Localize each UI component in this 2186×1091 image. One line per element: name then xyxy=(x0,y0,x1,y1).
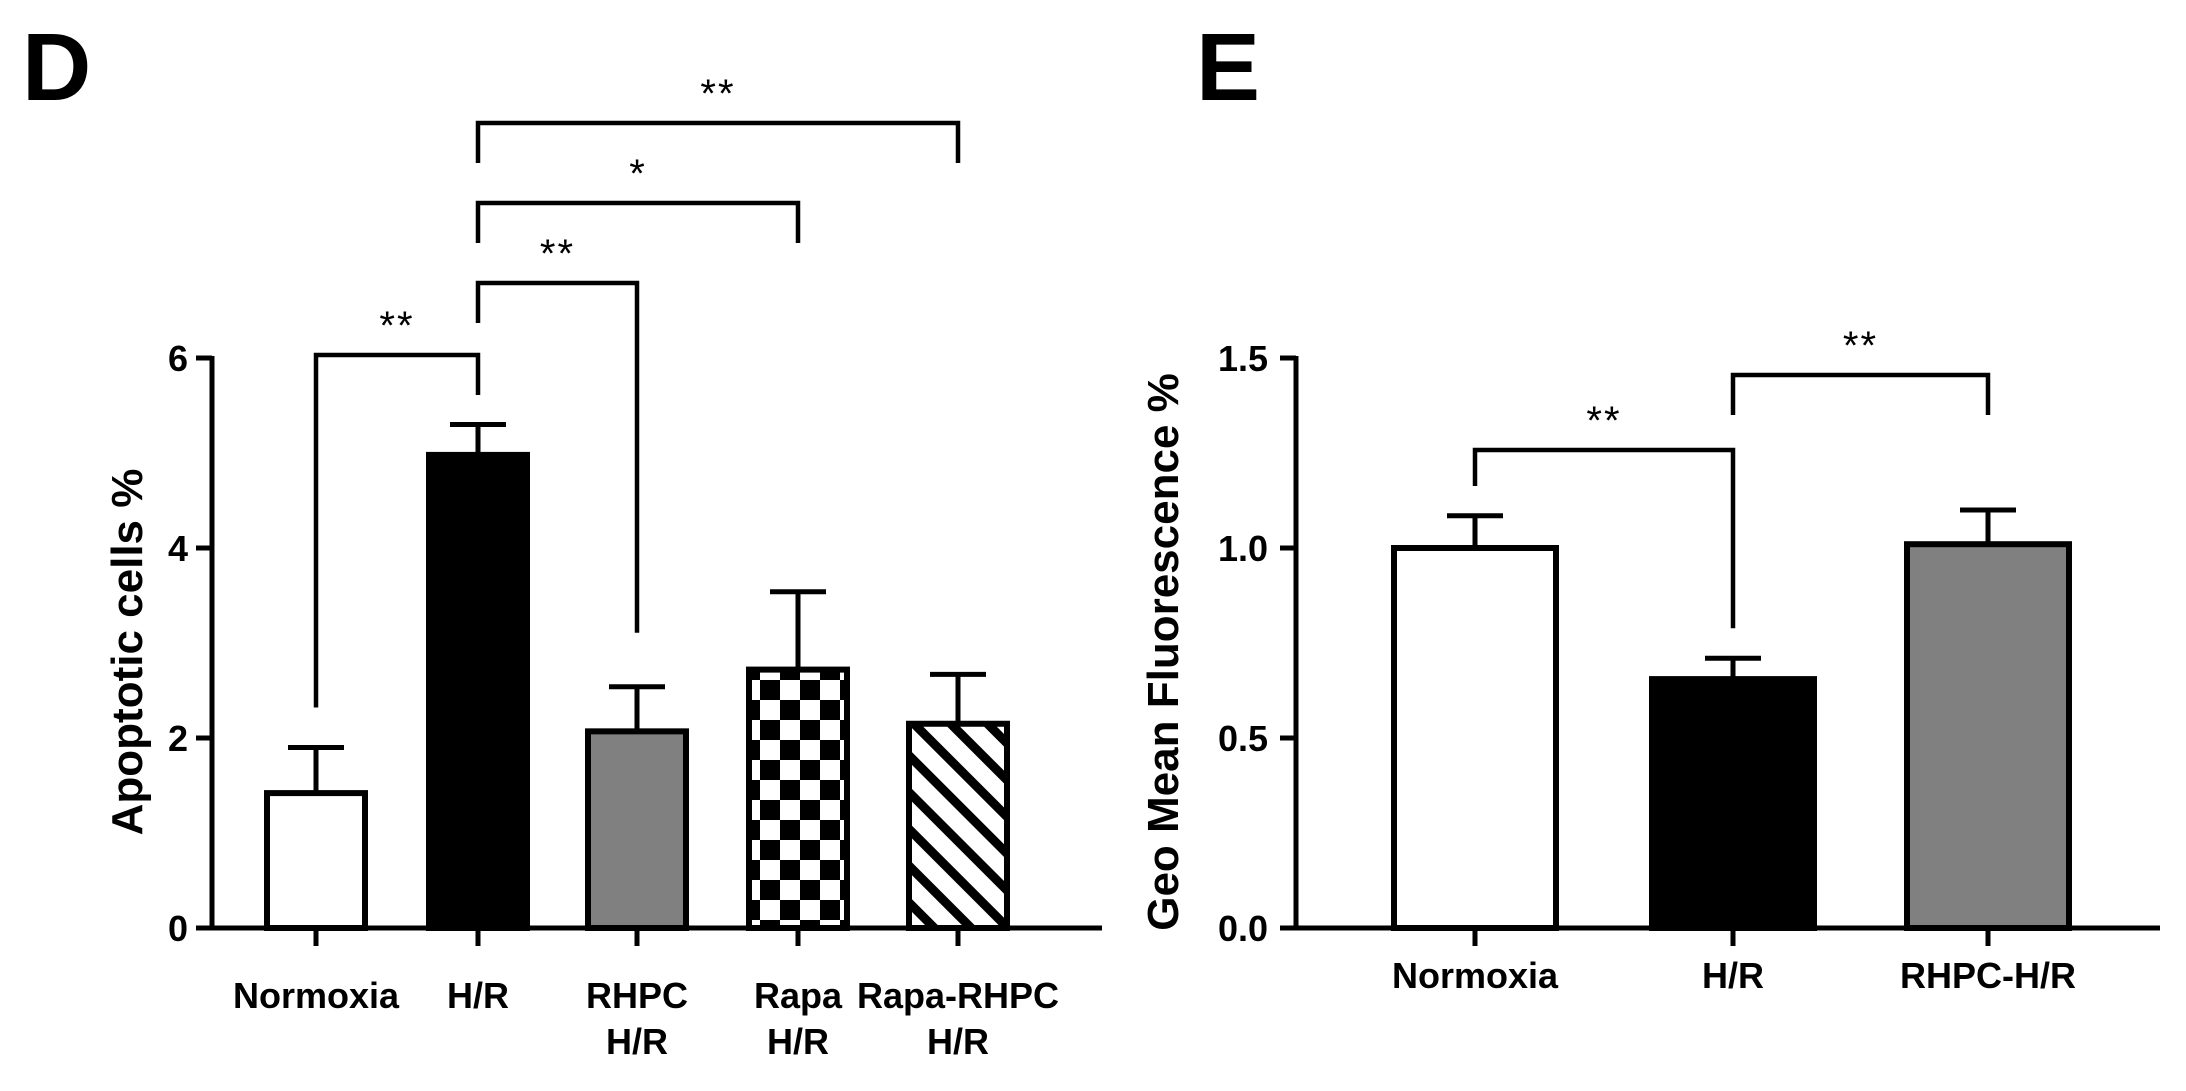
panel-d-category-label: Rapa-RHPC xyxy=(857,975,1059,1016)
panel-e-y-tick-label: 1.0 xyxy=(1218,528,1268,569)
panel-e-significance-bracket xyxy=(1730,372,1991,415)
panel-d-y-tick-label: 2 xyxy=(168,718,188,759)
panel-e-significance-label: ** xyxy=(1843,324,1878,368)
panel-d-bar xyxy=(426,451,530,931)
panel-e-category-label: RHPC-H/R xyxy=(1900,955,2076,996)
panel-e-bar xyxy=(1904,541,2072,931)
panel-d-significance-bracket xyxy=(475,200,801,243)
panel-d-bar xyxy=(906,720,1010,931)
panel-e-category-label: Normoxia xyxy=(1392,955,1559,996)
panel-e-y-tick-label: 0.5 xyxy=(1218,718,1268,759)
panel-d-letter: D xyxy=(22,14,91,121)
panel-d-significance-label: ** xyxy=(379,304,414,348)
panel-e-significance-label: ** xyxy=(1586,399,1621,443)
panel-d-y-tick-label: 6 xyxy=(168,338,188,379)
panel-d-category-label: Normoxia xyxy=(233,975,400,1016)
panel-d-bar xyxy=(264,790,368,931)
panel-d-y-tick-label: 0 xyxy=(168,908,188,949)
panel-d-bar xyxy=(585,728,689,931)
panel-e-y-axis-title: Geo Mean Fluorescence % xyxy=(1139,373,1188,931)
panel-d-significance-label: ** xyxy=(700,72,735,116)
panel-e-significance-bracket xyxy=(1472,447,1736,629)
panel-d-category-label: RHPC xyxy=(586,975,688,1016)
panel-d-significance-bracket xyxy=(475,120,961,163)
panel-e-y-tick-label: 0.0 xyxy=(1218,908,1268,949)
panel-d-significance-bracket xyxy=(475,280,640,633)
panel-d-bar xyxy=(746,666,850,931)
panel-d-y-tick-label: 4 xyxy=(168,528,188,569)
panel-d-category-label: H/R xyxy=(767,1021,829,1062)
panel-d-significance-label: * xyxy=(629,152,647,196)
panel-d-significance-label: ** xyxy=(540,232,575,276)
panel-e-letter: E xyxy=(1196,14,1260,121)
panel-d-category-label: H/R xyxy=(927,1021,989,1062)
panel-d-bar-chart: D Apoptotic cells % 0 2 4 6 Normoxia H/R RHPC H… xyxy=(22,14,1102,1062)
panel-e-bar-chart: E Geo Mean Fluorescence % 0.0 0.5 1.0 1.5 No… xyxy=(1139,14,2160,996)
panel-d-category-label: H/R xyxy=(447,975,509,1016)
panel-d-y-axis-title: Apoptotic cells % xyxy=(103,469,152,836)
panel-d-category-label: H/R xyxy=(606,1021,668,1062)
panel-d-category-label: Rapa xyxy=(754,975,843,1016)
panel-e-category-label: H/R xyxy=(1702,955,1764,996)
panel-e-y-tick-label: 1.5 xyxy=(1218,338,1268,379)
panel-e-bar xyxy=(1649,676,1817,931)
panel-d-significance-bracket xyxy=(313,352,481,708)
panel-e-bar xyxy=(1391,545,1559,931)
